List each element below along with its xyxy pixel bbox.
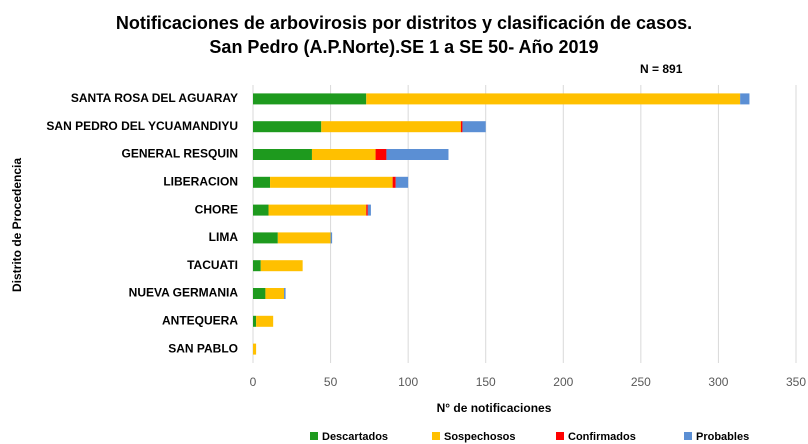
legend-label: Confirmados	[568, 431, 636, 443]
bar-segment	[462, 121, 486, 133]
bar-segment	[265, 288, 285, 299]
x-tick-label: 200	[553, 375, 573, 389]
x-tick-label: 0	[250, 375, 257, 389]
bar-segment	[260, 260, 303, 272]
y-tick-label: NUEVA GERMANIA	[129, 286, 239, 300]
y-tick-label: SAN PEDRO DEL YCUAMANDIYU	[46, 119, 238, 133]
bar-segment	[330, 232, 333, 244]
x-tick-label: 250	[631, 375, 651, 389]
bar-segment	[253, 343, 257, 355]
y-tick-label: SANTA ROSA DEL AGUARAY	[71, 91, 238, 105]
y-axis-title: Distrito de Procedencia	[10, 158, 24, 292]
bar-segment	[253, 176, 271, 188]
bar-segment	[253, 149, 312, 160]
legend-label: Probables	[696, 431, 749, 443]
y-tick-label: TACUATI	[187, 258, 238, 272]
bar-segment	[392, 176, 396, 188]
bar-segment	[253, 315, 257, 327]
y-tick-label: GENERAL RESQUIN	[122, 147, 238, 161]
x-axis-title: N° de notificaciones	[437, 401, 552, 415]
bar-segment	[366, 204, 368, 216]
bar-segment	[395, 176, 409, 188]
legend-label: Sospechosos	[444, 431, 516, 443]
legend-label: Descartados	[322, 431, 388, 443]
bar-segment	[740, 93, 750, 105]
bar-segment	[277, 232, 331, 244]
legend-swatch	[556, 432, 564, 440]
bar-segment	[253, 121, 322, 133]
legend-swatch	[310, 432, 318, 440]
x-tick-label: 150	[476, 375, 496, 389]
bar-segment	[253, 232, 278, 244]
bar-segment	[253, 288, 266, 299]
y-tick-label: ANTEQUERA	[162, 313, 238, 327]
bar-segment	[460, 121, 463, 133]
y-tick-label: SAN PABLO	[168, 341, 238, 355]
bar-segment	[268, 204, 367, 216]
x-tick-label: 100	[398, 375, 418, 389]
x-tick-label: 300	[708, 375, 728, 389]
bar-segment	[386, 149, 449, 160]
bar-segment	[375, 149, 387, 160]
bar-segment	[256, 315, 274, 327]
bar-segment	[270, 176, 393, 188]
bar-segment	[253, 260, 261, 272]
chart-title: Notificaciones de arbovirosis por distri…	[116, 13, 692, 33]
x-tick-label: 50	[324, 375, 338, 389]
bar-segment	[367, 204, 371, 216]
bar-segment	[253, 93, 367, 105]
y-tick-label: LIBERACION	[163, 174, 238, 188]
bar-segment	[253, 204, 269, 216]
legend-swatch	[684, 432, 692, 440]
chart-subtitle: San Pedro (A.P.Norte).SE 1 a SE 50- Año …	[209, 37, 598, 57]
y-tick-label: LIMA	[209, 230, 239, 244]
bar-segment	[321, 121, 461, 133]
x-tick-label: 350	[786, 375, 806, 389]
bar-segment	[311, 149, 376, 160]
y-tick-label: CHORE	[195, 202, 238, 216]
legend-swatch	[432, 432, 440, 440]
bar-segment	[284, 288, 286, 299]
bar-segment	[366, 93, 741, 105]
annotation: N = 891	[640, 62, 683, 76]
